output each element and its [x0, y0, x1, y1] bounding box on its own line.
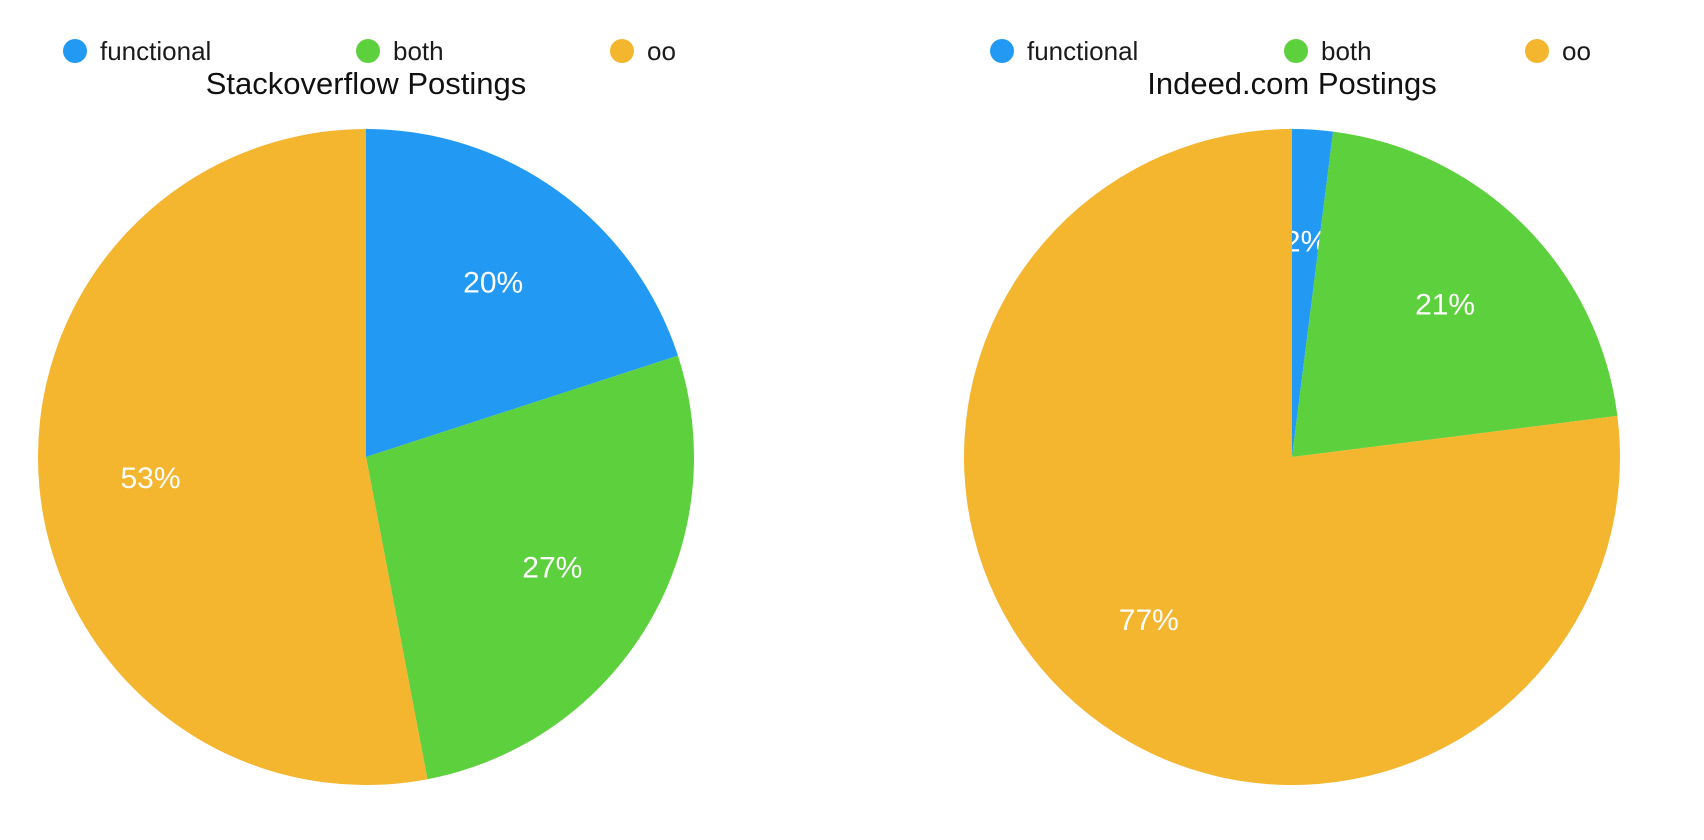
- legend-item-oo[interactable]: oo: [610, 38, 676, 64]
- legend-swatch-functional-icon: [63, 39, 87, 63]
- pie-slice-oo[interactable]: [963, 129, 1620, 786]
- legend-item-oo[interactable]: oo: [1525, 38, 1591, 64]
- slice-label-functional: 20%: [463, 266, 523, 299]
- slice-label-both: 27%: [522, 552, 582, 585]
- legend-label-oo: oo: [647, 36, 676, 66]
- pie-slice-both[interactable]: [366, 355, 695, 780]
- pie-slice-functional[interactable]: [1292, 129, 1334, 457]
- legend-swatch-oo-icon: [1525, 39, 1549, 63]
- slice-label-oo: 53%: [120, 462, 180, 495]
- pie-slice-oo[interactable]: [37, 129, 428, 785]
- chart-title-stackoverflow: Stackoverflow Postings: [205, 66, 527, 101]
- slice-label-oo: 77%: [1119, 604, 1179, 637]
- pie-slice-both[interactable]: [1292, 131, 1618, 457]
- legend-label-functional: functional: [100, 36, 212, 66]
- slice-label-both: 21%: [1415, 288, 1475, 321]
- legend-item-both[interactable]: both: [356, 38, 444, 64]
- legend-label-oo: oo: [1562, 36, 1591, 66]
- chart-title-indeed: Indeed.com Postings: [1147, 66, 1437, 101]
- legend-item-functional[interactable]: functional: [63, 38, 211, 64]
- legend-item-both[interactable]: both: [1284, 38, 1372, 64]
- chart-indeed: functional both oo Indeed.com Postings 2…: [852, 0, 1704, 840]
- legend-label-both: both: [393, 36, 444, 66]
- pie-stackoverflow: 20% 27% 53%: [37, 129, 695, 785]
- pie-slice-functional[interactable]: [366, 129, 678, 457]
- legend-label-both: both: [1321, 36, 1372, 66]
- legend-label-functional: functional: [1027, 36, 1139, 66]
- legend-swatch-both-icon: [1284, 39, 1308, 63]
- legend-item-functional[interactable]: functional: [990, 38, 1138, 64]
- chart-stackoverflow: functional both oo Stackoverflow Posting…: [37, 38, 695, 785]
- pie-indeed: 2%21%77%: [963, 129, 1620, 786]
- legend-swatch-functional-icon: [990, 39, 1014, 63]
- legend-swatch-both-icon: [356, 39, 380, 63]
- legend-swatch-oo-icon: [610, 39, 634, 63]
